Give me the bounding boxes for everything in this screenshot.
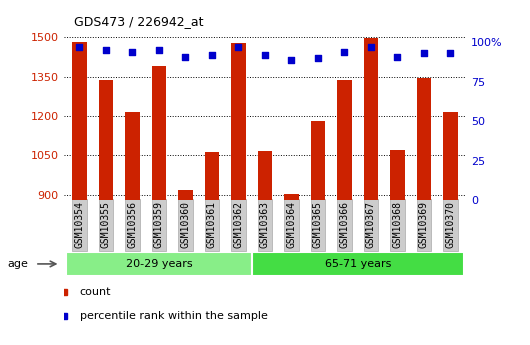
Point <box>102 48 110 53</box>
Bar <box>311 121 325 200</box>
Text: 20-29 years: 20-29 years <box>126 259 192 269</box>
Bar <box>443 112 458 200</box>
Bar <box>152 66 166 200</box>
Text: 65-71 years: 65-71 years <box>324 259 391 269</box>
Bar <box>66 252 252 276</box>
Point <box>128 49 137 55</box>
Bar <box>337 80 352 200</box>
Point <box>367 45 375 50</box>
Point <box>181 54 190 59</box>
Bar <box>231 43 246 200</box>
Point <box>208 52 216 58</box>
Bar <box>284 194 299 200</box>
Bar <box>364 38 378 200</box>
Text: age: age <box>8 259 29 269</box>
Point <box>261 52 269 58</box>
Point <box>446 51 455 56</box>
Point <box>155 48 163 53</box>
Bar <box>178 190 193 200</box>
Point <box>393 54 402 59</box>
Point <box>234 45 243 50</box>
Bar <box>72 42 87 200</box>
Point <box>420 51 428 56</box>
Bar <box>205 152 219 200</box>
Bar <box>417 78 431 200</box>
Text: count: count <box>80 287 111 296</box>
Text: GDS473 / 226942_at: GDS473 / 226942_at <box>74 14 204 28</box>
Bar <box>125 112 140 200</box>
Point <box>340 49 349 55</box>
Text: percentile rank within the sample: percentile rank within the sample <box>80 311 268 321</box>
Bar <box>258 151 272 200</box>
Point <box>314 56 322 61</box>
Point <box>287 57 296 62</box>
Bar <box>390 150 405 200</box>
Bar <box>99 80 113 200</box>
Bar <box>252 252 464 276</box>
Point <box>75 45 84 50</box>
